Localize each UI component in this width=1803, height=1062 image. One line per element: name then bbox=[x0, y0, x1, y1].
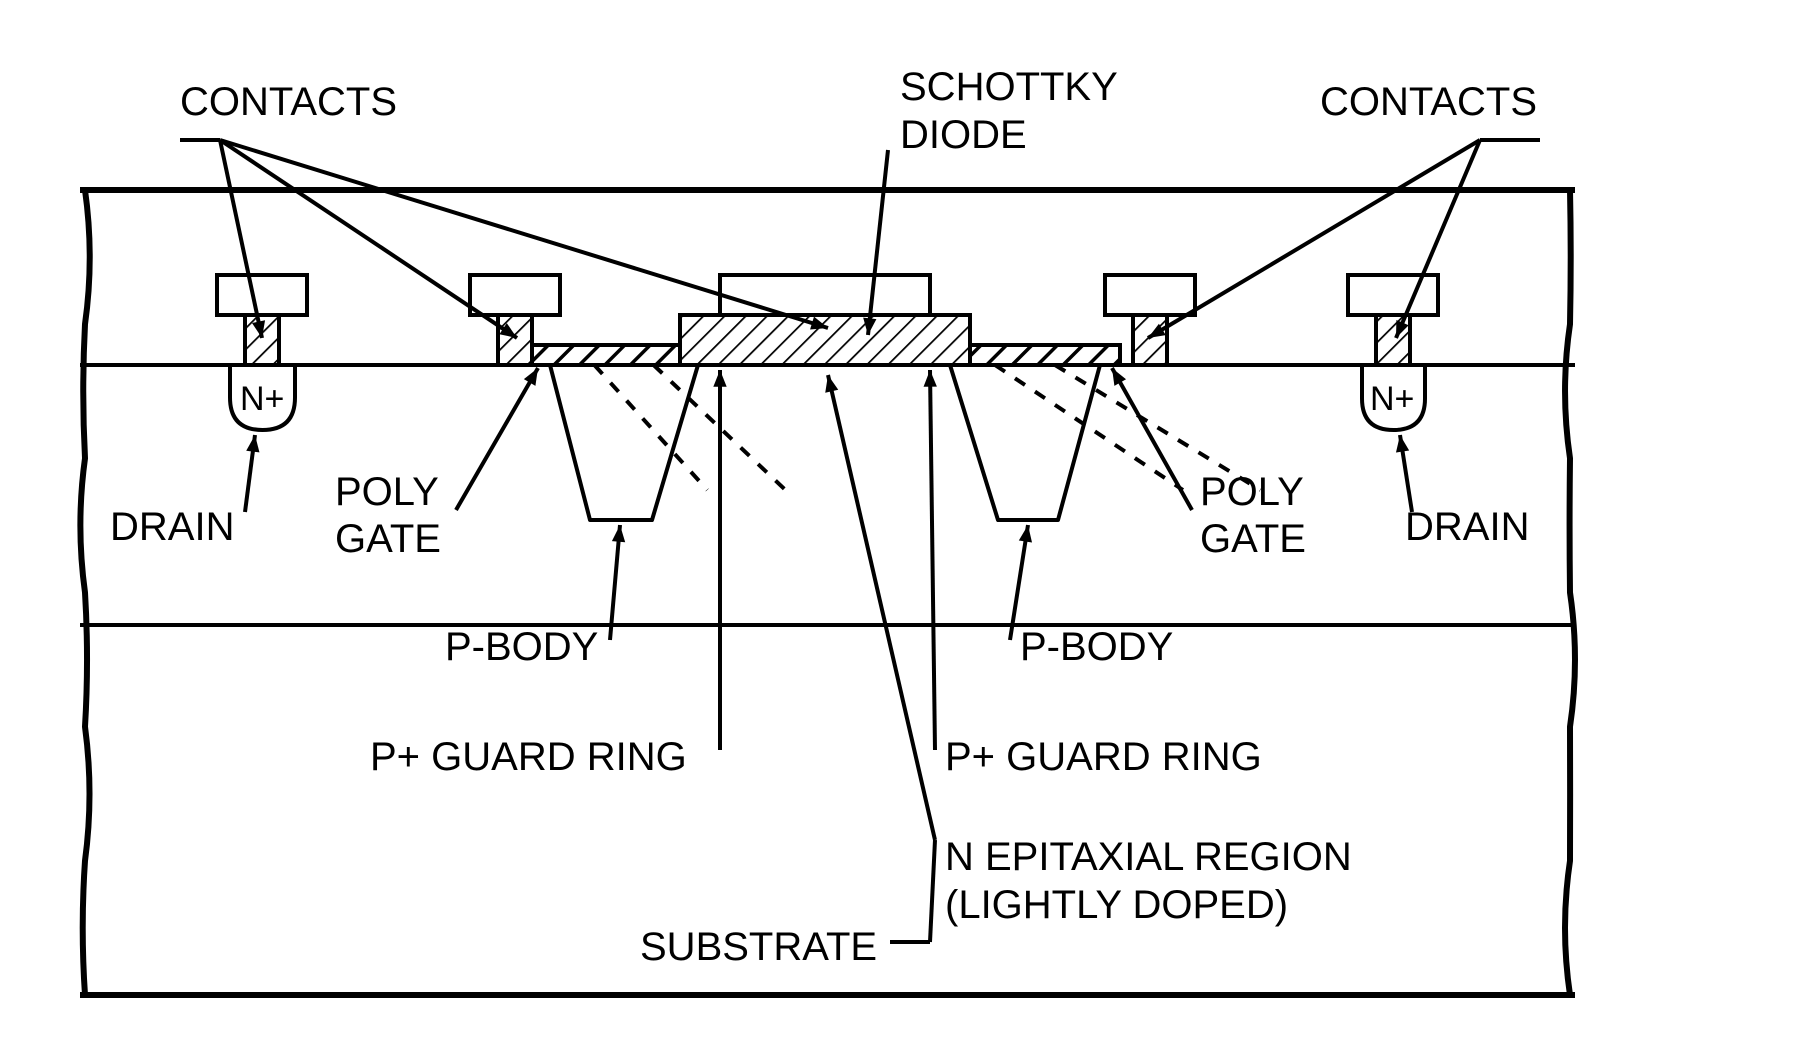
schottky-cross-section-diagram: CONTACTS CONTACTS SCHOTTKYDIODE N+ N+ DRAIN DR… bbox=[0, 0, 1803, 1062]
label-poly-r1: POLY bbox=[1200, 470, 1304, 514]
label-nepi2: (LIGHTLY DOPED) bbox=[945, 883, 1288, 927]
label-pbody-r: P-BODY bbox=[1020, 625, 1173, 669]
label-guard-l: P+ GUARD RING bbox=[370, 735, 687, 779]
label-nepi1: N EPITAXIAL REGION bbox=[945, 835, 1352, 879]
label-poly-l2: GATE bbox=[335, 517, 441, 561]
label-pbody-l: P-BODY bbox=[445, 625, 598, 669]
label-poly-l1: POLY bbox=[335, 470, 439, 514]
label-nplus-r: N+ bbox=[1370, 380, 1414, 418]
label-schottky2: DIODE bbox=[900, 113, 1027, 157]
label-nplus-l: N+ bbox=[240, 380, 284, 418]
label-drain-l: DRAIN bbox=[110, 505, 234, 549]
label-substrate: SUBSTRATE bbox=[640, 925, 877, 969]
label-schottky1: SCHOTTKY bbox=[900, 65, 1118, 109]
label-contacts-r: CONTACTS bbox=[1320, 80, 1537, 124]
label-guard-r: P+ GUARD RING bbox=[945, 735, 1262, 779]
label-contacts-l: CONTACTS bbox=[180, 80, 397, 124]
label-drain-r: DRAIN bbox=[1405, 505, 1529, 549]
label-poly-r2: GATE bbox=[1200, 517, 1306, 561]
